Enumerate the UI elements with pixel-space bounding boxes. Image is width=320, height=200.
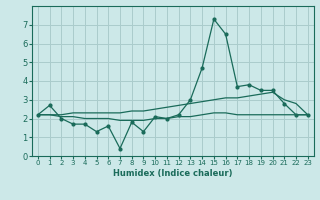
- X-axis label: Humidex (Indice chaleur): Humidex (Indice chaleur): [113, 169, 233, 178]
